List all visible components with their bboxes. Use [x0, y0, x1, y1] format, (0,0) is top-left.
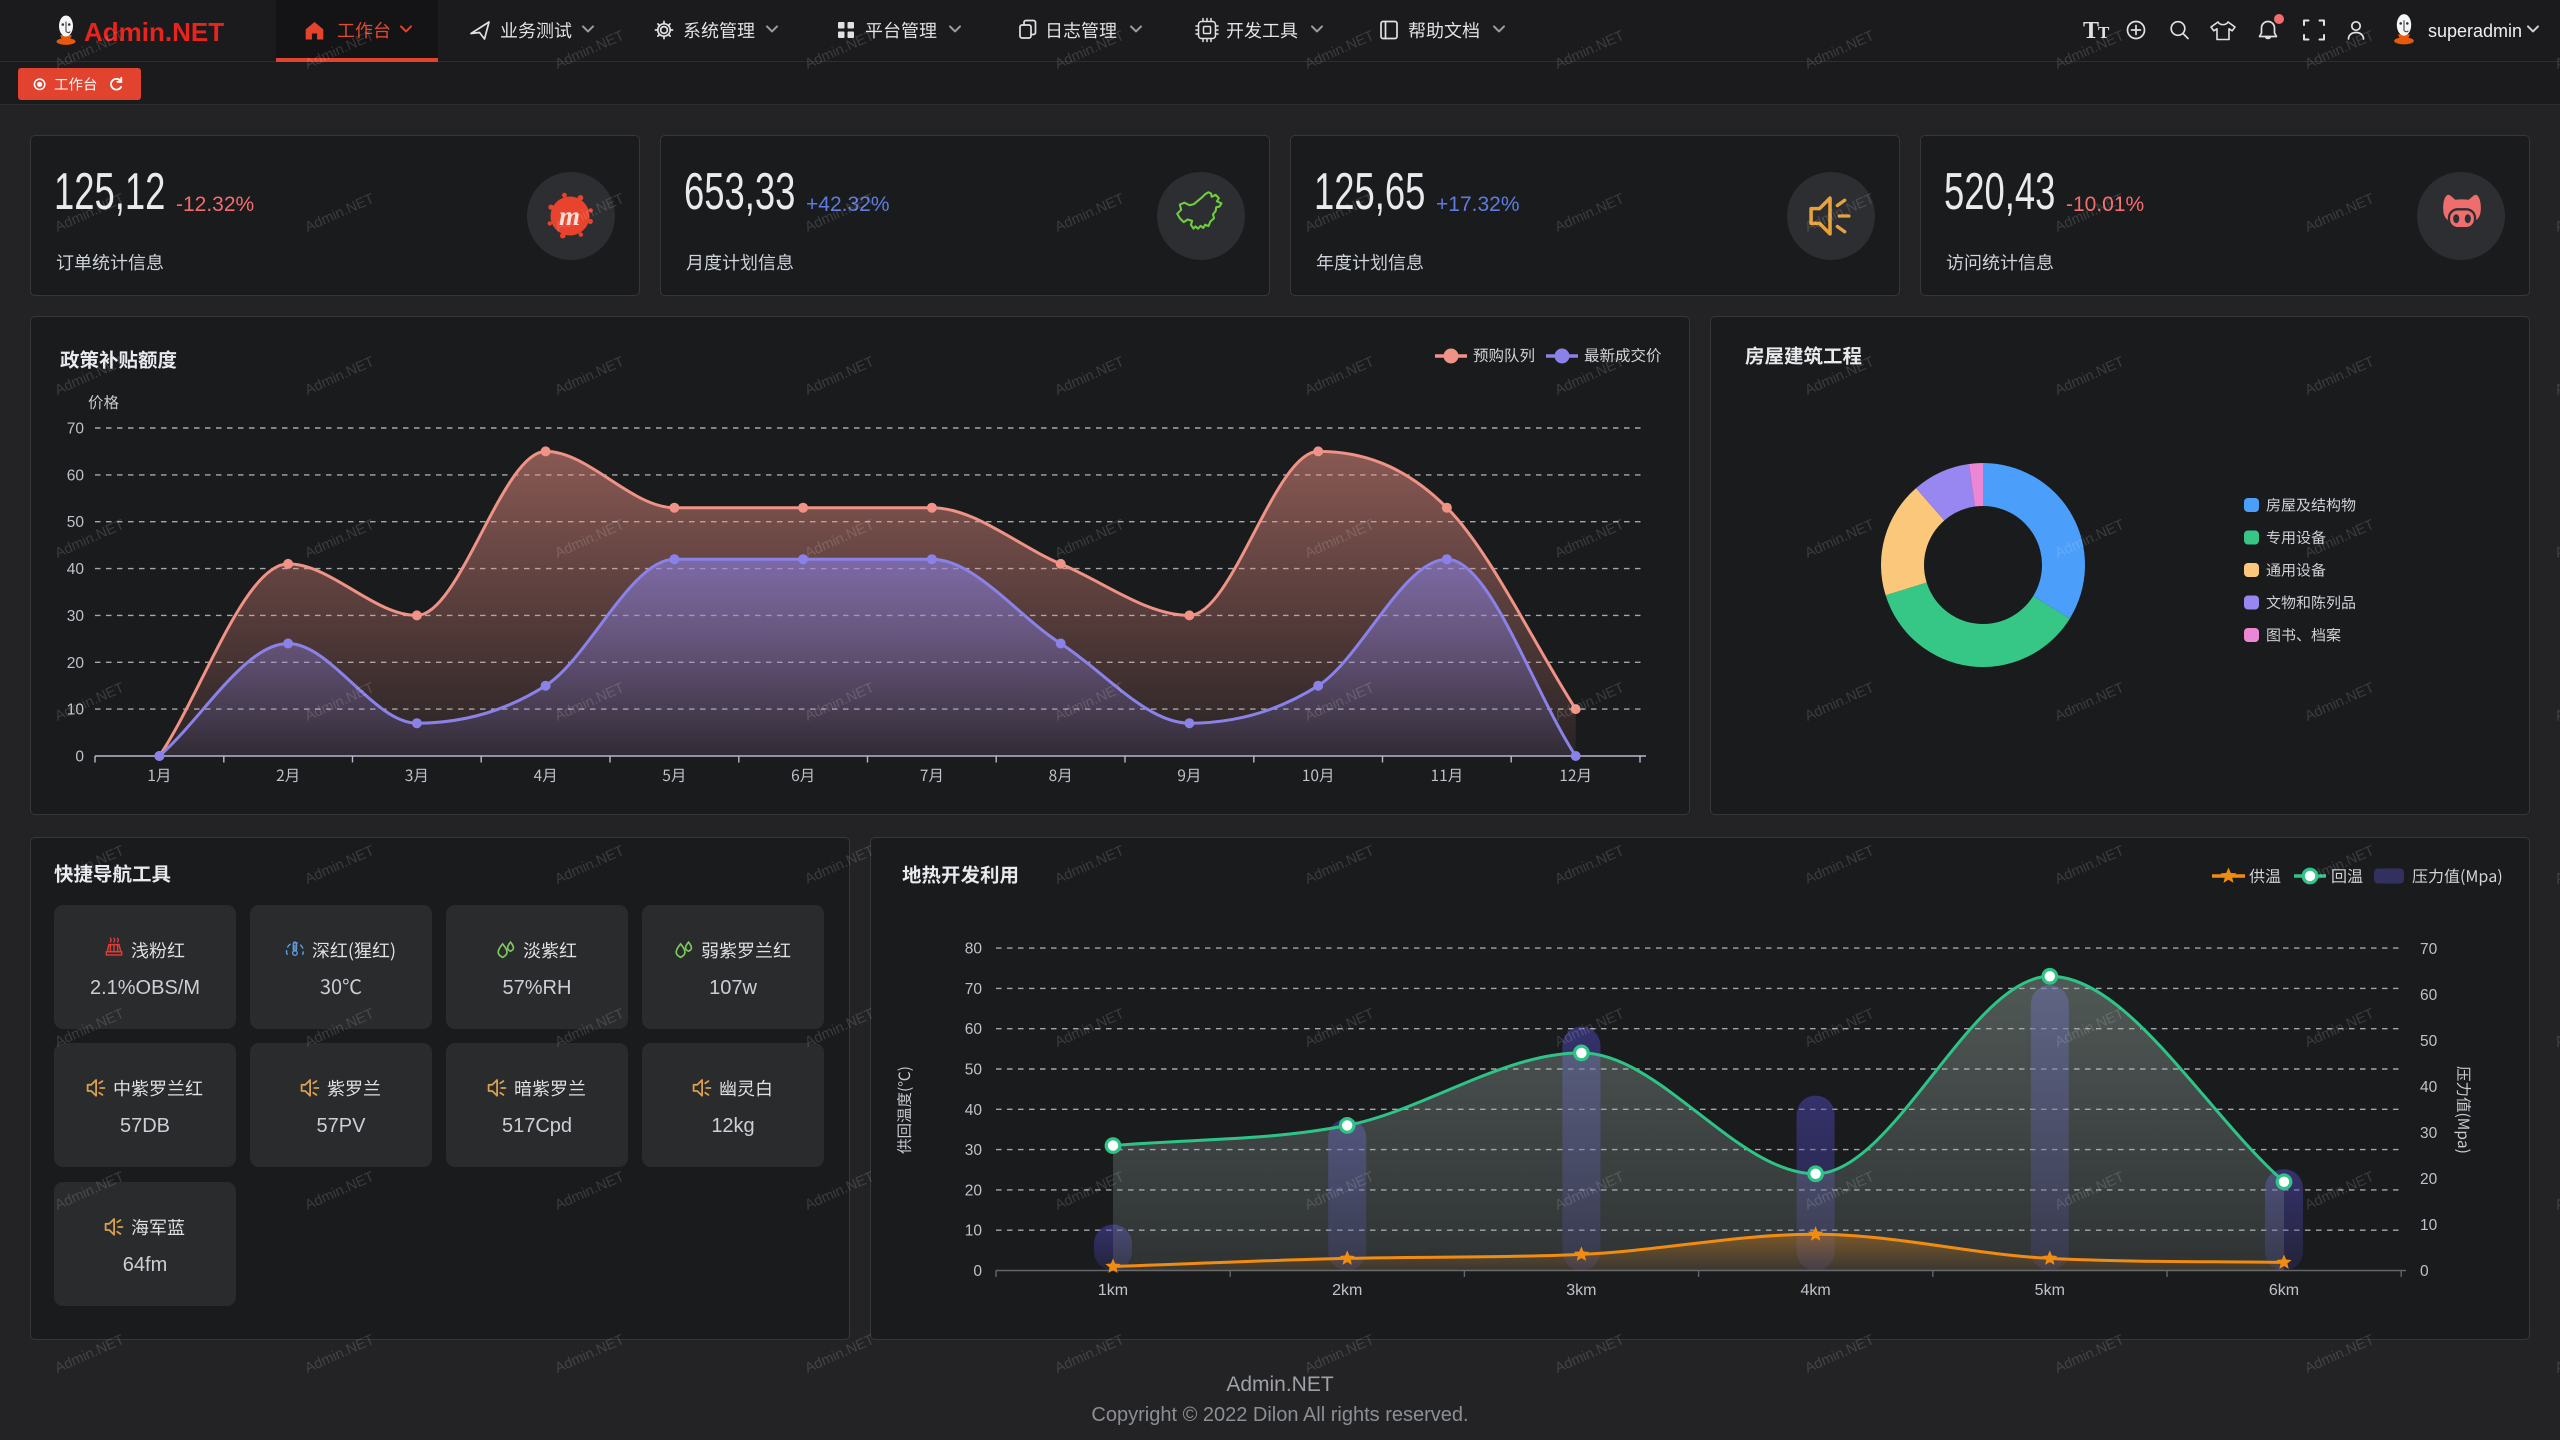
svg-text:Admin.NET: Admin.NET [2553, 680, 2560, 725]
svg-text:Admin.NET: Admin.NET [2553, 191, 2560, 236]
svg-text:Admin.NET: Admin.NET [2553, 517, 2560, 562]
svg-text:Admin.NET: Admin.NET [2553, 1169, 2560, 1214]
svg-text:Admin.NET: Admin.NET [2553, 843, 2560, 888]
svg-text:Admin.NET: Admin.NET [2553, 1006, 2560, 1051]
svg-text:Admin.NET: Admin.NET [2553, 354, 2560, 399]
svg-text:Admin.NET: Admin.NET [2553, 1332, 2560, 1377]
